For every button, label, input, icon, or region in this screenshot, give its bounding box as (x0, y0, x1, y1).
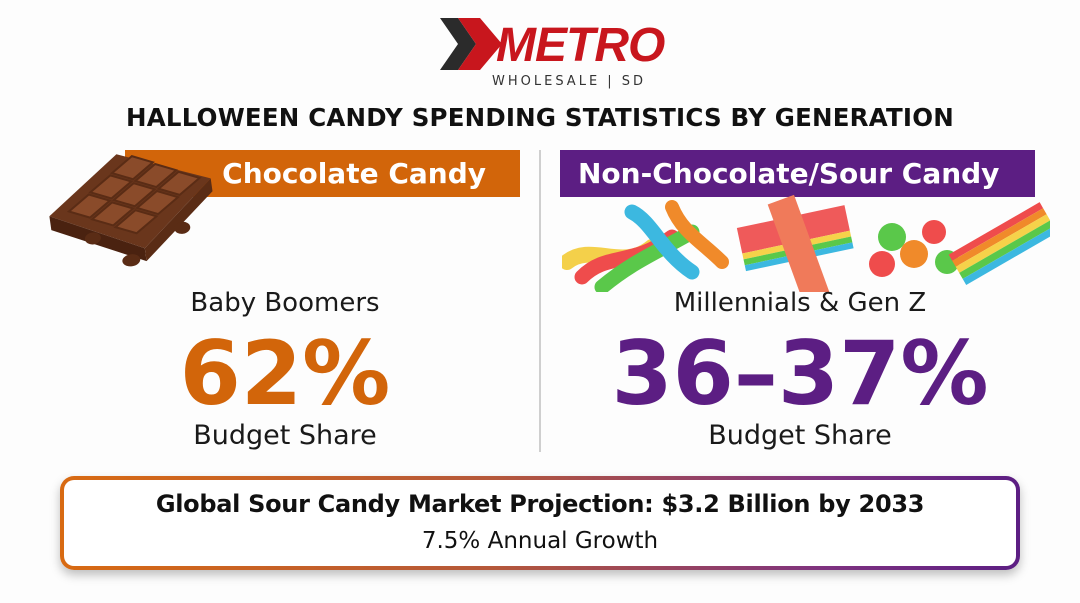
boomers-percentage: 62% (179, 322, 391, 425)
metro-wholesale-logo: METRO WHOLESALE | SD (440, 14, 665, 94)
callout-subline: 7.5% Annual Growth (421, 528, 659, 554)
sour-banner-label: Non-Chocolate/Sour Candy (578, 157, 1000, 190)
chocolate-banner-label: Chocolate Candy (222, 157, 486, 190)
market-projection-callout: Global Sour Candy Market Projection: $3.… (60, 476, 1020, 570)
sour-candy-image (562, 194, 1050, 292)
logo-subtitle: WHOLESALE | SD (492, 74, 647, 89)
logo-brand: METRO (496, 19, 665, 72)
sour-candy-banner: Non-Chocolate/Sour Candy (560, 150, 1035, 197)
millennials-genz-label: Millennials & Gen Z (673, 288, 927, 318)
page-title: HALLOWEEN CANDY SPENDING STATISTICS BY G… (126, 103, 954, 132)
section-divider (539, 150, 541, 452)
millennials-genz-caption: Budget Share (708, 420, 892, 451)
boomers-caption: Budget Share (193, 420, 377, 451)
callout-headline: Global Sour Candy Market Projection: $3.… (155, 490, 925, 518)
millennials-genz-percentage: 36–37% (611, 322, 989, 425)
chevron-logo-icon (440, 18, 502, 70)
chocolate-bar-image (49, 154, 213, 267)
boomers-label: Baby Boomers (190, 288, 380, 318)
